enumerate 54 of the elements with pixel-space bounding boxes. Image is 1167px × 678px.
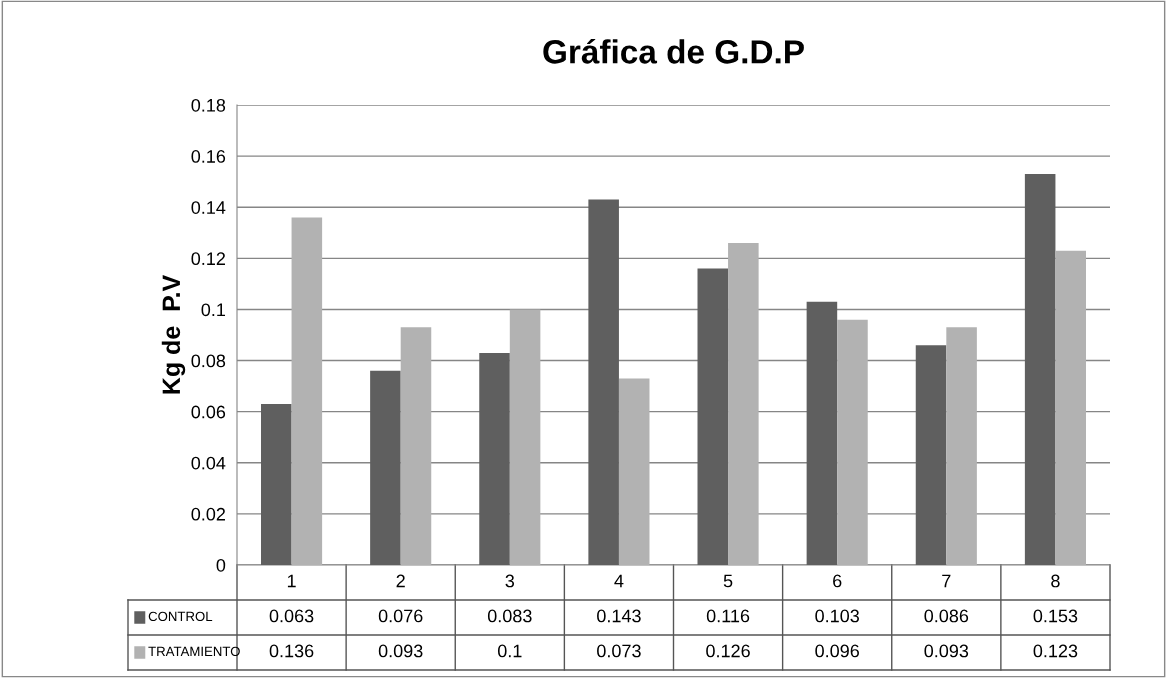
bar — [1055, 250, 1086, 565]
y-tick-label: 0.04 — [191, 456, 226, 470]
data-label: 0.1 — [497, 644, 522, 658]
y-tick-label: 0.14 — [191, 201, 226, 214]
data-label: 0.116 — [706, 609, 750, 623]
y-tick-label: 0.1 — [201, 303, 226, 317]
legend-label: TRATAMIENTO — [148, 646, 240, 657]
y-tick-label: 0.06 — [191, 405, 226, 419]
data-label: 0.093 — [378, 644, 423, 658]
bar — [400, 327, 432, 565]
data-label: 0.153 — [1033, 609, 1078, 623]
data-label: 0.096 — [815, 644, 859, 658]
data-label: 0.136 — [269, 644, 314, 658]
x-tick-label: 3 — [505, 574, 515, 588]
bar — [261, 404, 292, 565]
bar — [946, 327, 977, 565]
bar — [370, 370, 401, 565]
bar — [697, 268, 729, 565]
data-label: 0.063 — [269, 609, 314, 623]
y-tick-label: 0.18 — [191, 98, 226, 112]
data-label: 0.083 — [487, 609, 532, 623]
bar — [915, 345, 947, 565]
chart-title: Gráfica de G.D.P — [543, 38, 804, 64]
data-label: 0.103 — [815, 609, 859, 623]
bar — [588, 199, 619, 565]
bar — [291, 217, 323, 565]
data-label: 0.126 — [706, 644, 750, 658]
data-label: 0.073 — [597, 644, 641, 658]
y-tick-label: 0 — [216, 558, 226, 572]
x-tick-label: 1 — [287, 574, 296, 588]
x-tick-label: 8 — [1051, 574, 1060, 588]
data-label: 0.076 — [378, 609, 423, 623]
bar — [728, 243, 759, 565]
data-label: 0.123 — [1033, 644, 1078, 658]
bar — [479, 352, 510, 565]
y-tick-label: 0.16 — [191, 150, 226, 163]
y-tick-label: 0.08 — [191, 354, 226, 368]
x-tick-label: 7 — [942, 574, 951, 588]
bar — [1024, 174, 1056, 565]
bar — [837, 319, 868, 565]
data-label: 0.086 — [924, 609, 969, 623]
x-tick-label: 5 — [723, 574, 733, 588]
y-tick-label: 0.12 — [191, 252, 225, 266]
x-tick-label: 4 — [614, 574, 624, 588]
bar — [618, 378, 650, 565]
bar — [509, 309, 541, 565]
data-label: 0.093 — [924, 644, 969, 658]
x-tick-label: 2 — [396, 574, 405, 588]
data-label: 0.143 — [597, 609, 641, 623]
legend-label: CONTROL — [148, 611, 213, 622]
x-tick-label: 6 — [833, 574, 842, 588]
bar — [806, 301, 838, 565]
y-tick-label: 0.02 — [191, 507, 225, 521]
y-axis-title: Kg de P.V — [161, 274, 186, 394]
